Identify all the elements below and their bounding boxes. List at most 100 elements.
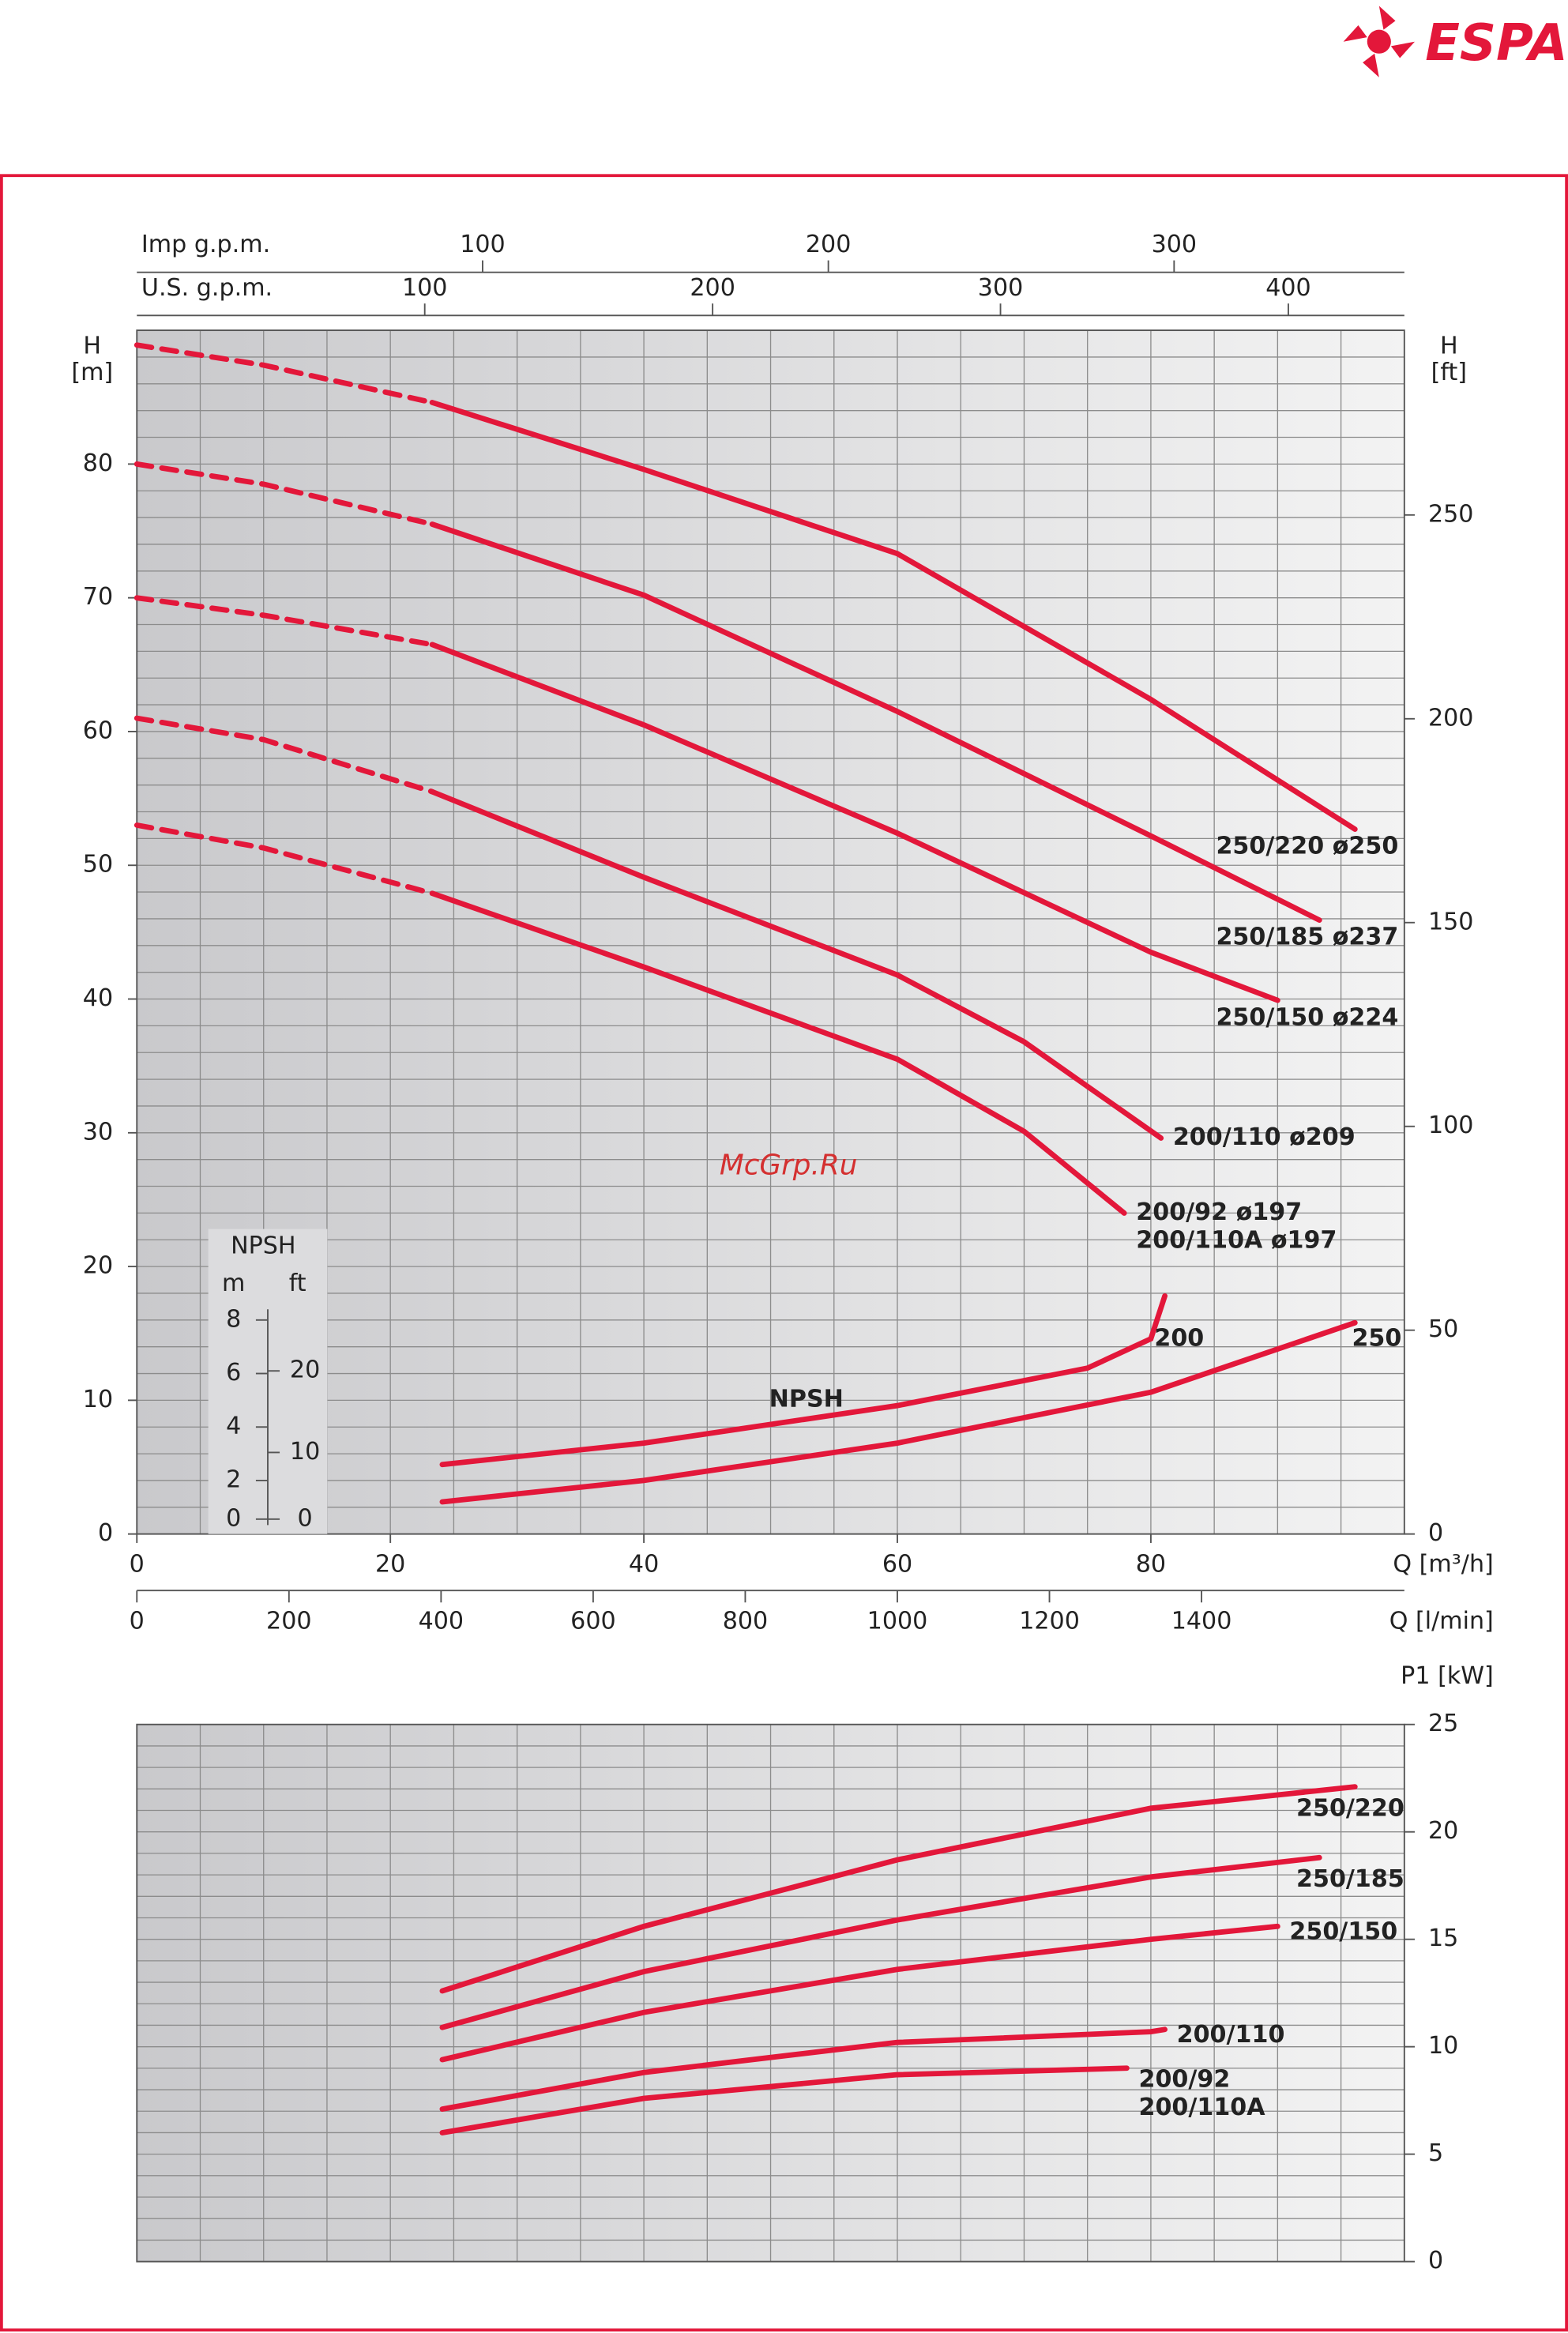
secondary-x-tick-label: 600 <box>570 1607 616 1635</box>
curve <box>133 595 435 648</box>
secondary-axis-label: U.S. g.p.m. <box>141 274 273 302</box>
y-tick-label: 10 <box>1428 2032 1458 2060</box>
y-tick-label: 20 <box>1428 1817 1458 1845</box>
series-label: 200/110A <box>1138 2094 1265 2121</box>
curve <box>429 400 1358 832</box>
series-label: 200/110A ø197 <box>1136 1227 1337 1255</box>
y-tick-label: 15 <box>1428 1925 1458 1952</box>
npsh-m-tick-label: 8 <box>226 1305 241 1333</box>
series-label: 250/185 <box>1296 1865 1404 1893</box>
npsh-series-label: 200 <box>1154 1324 1204 1352</box>
curve <box>439 2065 1130 2135</box>
curve <box>133 461 435 527</box>
series-label: 250/220 <box>1296 1794 1404 1822</box>
y2-axis-label: [ft] <box>1431 359 1467 386</box>
y-tick-label: 0 <box>98 1519 113 1547</box>
secondary-x-tick-label: 100 <box>402 274 448 302</box>
npsh-m-label: m <box>222 1270 245 1297</box>
series-label: 200/110 ø209 <box>1173 1123 1356 1151</box>
y2-tick-label: 50 <box>1428 1315 1458 1343</box>
series-label: 200/92 <box>1138 2065 1230 2093</box>
y-tick-label: 5 <box>1428 2139 1443 2167</box>
secondary-x-tick-label: 200 <box>690 274 735 302</box>
y-axis-label: H <box>83 332 101 359</box>
y2-tick-label: 100 <box>1428 1112 1474 1139</box>
y2-tick-label: 250 <box>1428 500 1474 528</box>
npsh-m-tick-label: 6 <box>226 1359 241 1387</box>
secondary-x-tick-label: 200 <box>806 231 852 258</box>
y-tick-label: 25 <box>1428 1710 1458 1737</box>
y2-tick-label: 150 <box>1428 908 1474 935</box>
y-tick-label: 10 <box>83 1386 113 1413</box>
secondary-x-tick-label: 1000 <box>867 1607 928 1635</box>
secondary-x-tick-label: 0 <box>130 1607 145 1635</box>
curve <box>133 715 435 795</box>
curve <box>439 1784 1358 1994</box>
y-tick-label: 70 <box>83 583 113 611</box>
logo: ESPA <box>1425 14 1567 73</box>
y-tick-label: 50 <box>83 851 113 879</box>
npsh-title: NPSH <box>231 1232 295 1260</box>
series-label: 250/185 ø237 <box>1216 924 1398 951</box>
npsh-m-tick-label: 2 <box>226 1466 241 1493</box>
npsh-m-tick-label: 0 <box>226 1504 241 1532</box>
npsh-ft-label: ft <box>289 1270 306 1297</box>
npsh-ft-tick-label: 10 <box>290 1438 320 1466</box>
series-label: 250/150 ø224 <box>1216 1003 1398 1031</box>
x-tick-label: 0 <box>130 1551 145 1579</box>
curve <box>429 642 1280 1003</box>
y-tick-label: 80 <box>83 450 113 477</box>
logo-icon <box>1343 6 1416 77</box>
x-tick-label: 40 <box>629 1551 659 1579</box>
secondary-x-tick-label: 400 <box>1265 274 1311 302</box>
y-tick-label: 60 <box>83 717 113 744</box>
curve <box>133 822 435 897</box>
x-axis-label: Q [m³/h] <box>1393 1551 1493 1579</box>
y2-tick-label: 200 <box>1428 704 1474 732</box>
series-label: 250/220 ø250 <box>1216 833 1398 860</box>
curve <box>133 342 435 405</box>
curve <box>429 521 1322 924</box>
secondary-x-tick-label: 1400 <box>1171 1607 1232 1635</box>
secondary-axis-label: Imp g.p.m. <box>141 231 270 258</box>
series-label: 200/92 ø197 <box>1136 1198 1302 1226</box>
series-label: 200/110 <box>1177 2021 1285 2049</box>
plot-border <box>136 329 1405 1535</box>
curve <box>439 1319 1358 1505</box>
y-tick-label: 40 <box>83 984 113 1012</box>
curve <box>439 1854 1322 2030</box>
secondary-x-tick-label: 400 <box>419 1607 464 1635</box>
plot-border <box>136 1723 1405 2263</box>
y-axis-label: P1 [kW] <box>1401 1662 1494 1690</box>
secondary-x-tick-label: 200 <box>266 1607 312 1635</box>
y2-axis-label: H <box>1440 332 1458 359</box>
secondary-x-tick-label: 800 <box>723 1607 769 1635</box>
npsh-m-tick-label: 4 <box>226 1413 241 1440</box>
x-tick-label: 60 <box>882 1551 912 1579</box>
secondary-x-tick-label: 300 <box>978 274 1024 302</box>
y-tick-label: 20 <box>83 1252 113 1280</box>
series-label: 250/150 <box>1289 1917 1397 1945</box>
x-tick-label: 80 <box>1136 1551 1166 1579</box>
npsh-ft-tick-label: 20 <box>290 1357 320 1384</box>
curve <box>429 890 1127 1216</box>
y-axis-label: [m] <box>71 359 113 386</box>
npsh-curve-label: NPSH <box>769 1386 844 1413</box>
secondary-x-tick-label: 1200 <box>1019 1607 1080 1635</box>
frame <box>0 174 1568 2332</box>
npsh-ft-tick-label: 0 <box>297 1504 312 1532</box>
y-tick-label: 30 <box>83 1118 113 1146</box>
curve <box>439 2026 1168 2112</box>
curve <box>429 788 1164 1141</box>
watermark: McGrp.Ru <box>720 1150 858 1182</box>
secondary-x-tick-label: 100 <box>460 231 506 258</box>
secondary-axis-label: Q [l/min] <box>1389 1607 1494 1635</box>
curve <box>439 1293 1168 1468</box>
npsh-series-label: 250 <box>1352 1324 1401 1352</box>
y2-tick-label: 0 <box>1428 1519 1443 1547</box>
y-tick-label: 0 <box>1428 2247 1443 2275</box>
curve <box>439 1923 1280 2063</box>
x-tick-label: 20 <box>375 1551 405 1579</box>
secondary-x-tick-label: 300 <box>1152 231 1198 258</box>
